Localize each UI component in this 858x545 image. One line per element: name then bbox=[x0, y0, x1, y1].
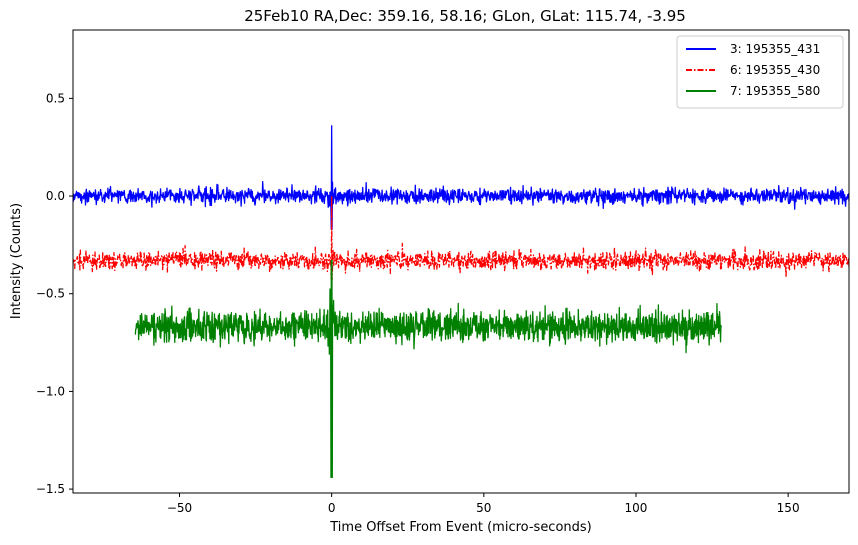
x-tick-label: 50 bbox=[476, 501, 491, 515]
series-layer bbox=[73, 125, 849, 479]
series-line bbox=[73, 195, 849, 281]
y-axis-label: Intensity (Counts) bbox=[9, 203, 24, 319]
x-tick-label: 150 bbox=[777, 501, 800, 515]
x-axis: −50 0 50 100 150 bbox=[167, 493, 800, 515]
y-tick-label: −0.5 bbox=[36, 287, 65, 301]
chart-title: 25Feb10 RA,Dec: 359.16, 58.16; GLon, GLa… bbox=[244, 7, 686, 25]
y-tick-label: −1.0 bbox=[36, 384, 65, 398]
legend-label: 7: 195355_580 bbox=[730, 84, 820, 98]
legend-box bbox=[676, 35, 844, 109]
legend-label: 6: 195355_430 bbox=[730, 63, 820, 77]
legend-label: 3: 195355_431 bbox=[730, 42, 820, 56]
y-tick-label: 0.0 bbox=[46, 189, 65, 203]
y-tick-label: 0.5 bbox=[46, 91, 65, 105]
x-tick-label: 0 bbox=[328, 501, 336, 515]
x-axis-label: Time Offset From Event (micro-seconds) bbox=[329, 520, 592, 535]
x-tick-label: −50 bbox=[167, 501, 192, 515]
plot-frame bbox=[72, 29, 850, 494]
y-axis: −1.5 −1.0 −0.5 0.0 0.5 bbox=[36, 91, 73, 496]
y-tick-label: −1.5 bbox=[36, 482, 65, 496]
series-line bbox=[134, 259, 722, 479]
legend: 3: 195355_431 6: 195355_430 7: 195355_580 bbox=[676, 35, 844, 109]
series-line bbox=[73, 125, 849, 230]
x-tick-label: 100 bbox=[625, 501, 648, 515]
